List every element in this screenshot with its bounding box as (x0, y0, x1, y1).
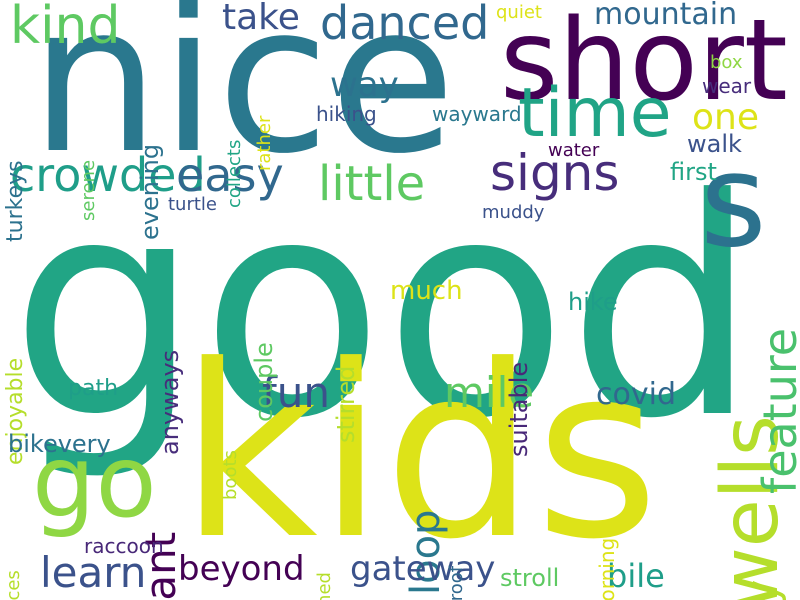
word-feature: feature (753, 327, 800, 494)
word-learn: learn (40, 548, 147, 597)
word-water: water (548, 140, 600, 161)
word-danced: danced (320, 0, 490, 50)
word-path: path (68, 376, 119, 401)
word-one: one (692, 97, 759, 138)
word-first: first (670, 158, 717, 186)
word-evening: evening (136, 143, 164, 240)
word-morning: morning (595, 537, 619, 600)
word-mountain: mountain (594, 0, 738, 32)
word-mile: mile (444, 368, 535, 417)
word-time: time (518, 74, 672, 153)
word-serene: serene (78, 159, 99, 221)
word-nice: nice (30, 0, 456, 199)
word-hiking: hiking (316, 102, 377, 126)
word-rather: rather (254, 115, 275, 171)
word-places: places (3, 570, 24, 600)
word-muddy: muddy (482, 202, 545, 223)
word-suitable: suitable (505, 361, 533, 457)
word-quiet: quiet (496, 2, 542, 23)
word-beyond: beyond (178, 549, 305, 589)
word-short: short (500, 0, 788, 126)
word-hike: hike (568, 288, 618, 316)
word-box: box (710, 52, 743, 73)
word-much: much (390, 276, 463, 306)
word-way: way (330, 65, 399, 105)
word-history: history (737, 580, 788, 600)
word-anyways: anyways (156, 349, 184, 455)
word-easy: easy (176, 148, 284, 202)
word-bile: bile (607, 557, 665, 595)
word-stroll: stroll (500, 564, 560, 592)
word-collects: collects (224, 139, 245, 208)
word-take: take (222, 0, 300, 38)
word-fun: fun (262, 368, 331, 417)
word-gateway: gateway (350, 549, 496, 589)
word-covid: covid (596, 377, 676, 412)
word-crowded: crowded (10, 148, 206, 202)
word-wayward: wayward (432, 102, 522, 126)
word-go: go (32, 423, 157, 540)
word-raccoon: raccoon (84, 534, 164, 558)
word-kind: kind (10, 0, 121, 56)
word-wear: wear (702, 74, 752, 98)
word-s: s (700, 127, 767, 276)
word-bikevery: bikevery (8, 430, 111, 458)
word-couple: couple (250, 342, 278, 422)
word-signs: signs (490, 144, 620, 202)
word-boots: boots (220, 450, 241, 500)
word-turkeys: turkeys (3, 160, 28, 242)
word-waterproof: waterproof (446, 566, 467, 600)
word-maintained: maintained (314, 572, 335, 600)
word-good: good (10, 135, 758, 484)
word-walk: walk (687, 130, 742, 158)
word-turtle: turtle (168, 194, 217, 215)
word-little: little (318, 156, 426, 212)
word-kids: kids (180, 315, 660, 592)
word-stirred: stirred (332, 365, 360, 443)
